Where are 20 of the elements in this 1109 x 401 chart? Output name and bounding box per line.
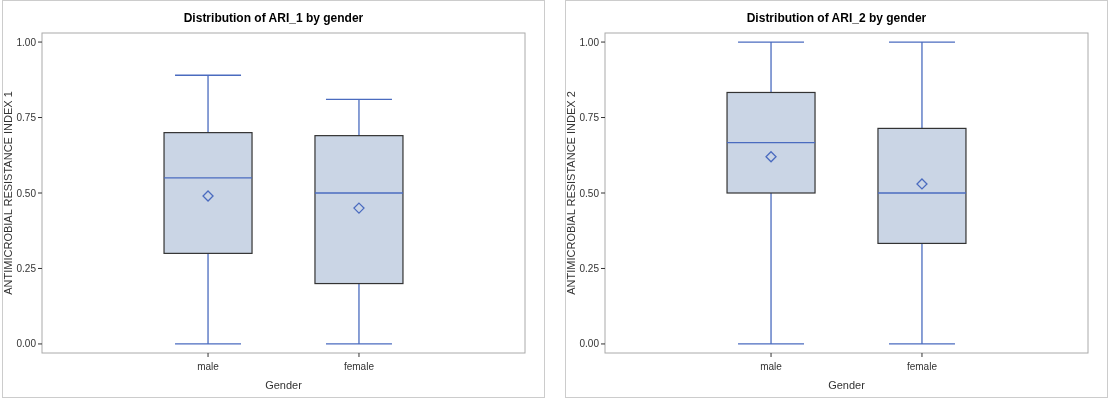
x-tick-label: male <box>197 361 220 372</box>
y-tick-label: 0.00 <box>579 338 600 350</box>
y-axis-title: ANTIMICROBIAL RESISTANCE INDEX 2 <box>565 91 577 295</box>
y-axis-title: ANTIMICROBIAL RESISTANCE INDEX 1 <box>2 91 14 295</box>
y-tick-label: 1.00 <box>579 36 600 48</box>
chart-title: Distribution of ARI_2 by gender <box>746 11 927 25</box>
y-tick-label: 0.75 <box>16 112 37 124</box>
x-tick-label: male <box>760 361 783 372</box>
chart-title: Distribution of ARI_1 by gender <box>183 11 364 25</box>
y-tick-label: 0.75 <box>579 112 600 124</box>
y-tick-label: 0.50 <box>579 187 600 199</box>
y-tick-label: 0.25 <box>16 262 37 274</box>
x-tick-label: female <box>906 361 938 372</box>
y-tick-label: 0.50 <box>16 187 37 199</box>
y-tick-label: 0.25 <box>579 262 600 274</box>
x-axis-title: Gender <box>828 379 866 391</box>
y-tick-label: 1.00 <box>16 36 37 48</box>
x-tick-label: female <box>343 361 375 372</box>
x-axis-title: Gender <box>265 379 303 391</box>
y-tick-label: 0.00 <box>16 338 37 350</box>
